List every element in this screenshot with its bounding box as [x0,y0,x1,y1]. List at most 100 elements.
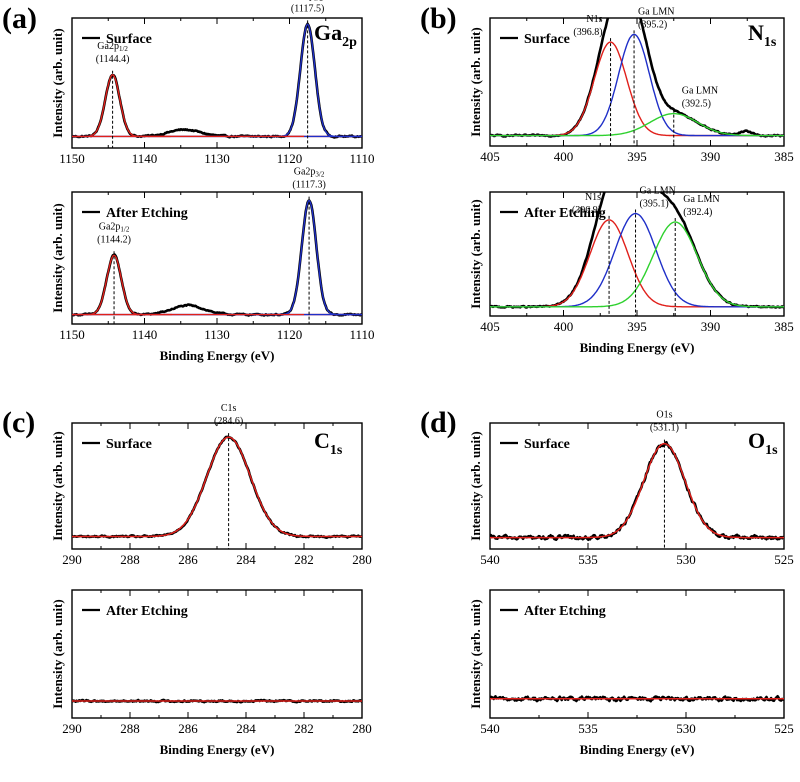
series-fit-blue [490,212,784,308]
panel-label: (d) [420,406,457,439]
peak-value: (395.2) [638,19,667,30]
x-tick-label: 535 [578,721,598,736]
x-axis-title: Binding Energy (eV) [160,348,275,363]
panel-d: (d) O1s [420,406,778,458]
peak-value: (392.5) [682,99,711,110]
series-fit-blue [490,33,784,137]
x-tick-label: 284 [236,552,256,567]
peak-value: (395.1) [640,199,669,210]
y-axis-title: Intensity (arb. unit) [50,203,65,312]
x-tick-label: 280 [352,721,372,736]
x-tick-label: 385 [774,319,794,334]
legend-label: Surface [524,437,570,452]
peak-value: (1144.2) [97,234,131,245]
y-axis-title: Intensity (arb. unit) [50,28,65,137]
subplot-d-surface: 540 535 530 525 Intensity (arb. unit) Surface… [468,410,794,567]
peak-label: N1s [585,192,601,203]
x-axis-title: Binding Energy (eV) [580,742,695,757]
peak-label: Ga2p1/2 [99,221,130,233]
plot-area [72,199,362,317]
x-tick-label: 1120 [277,151,303,166]
x-tick-label: 286 [178,721,198,736]
x-tick-label: 395 [627,149,647,164]
x-tick-label: 390 [701,319,721,334]
peak-label: Ga LMN [640,186,676,197]
subplot-b-surface: 405 400 395 390 385 Intensity (arb. unit) Surf… [468,6,794,164]
legend-label: After Etching [524,604,606,619]
series-fit-green [490,221,784,308]
plot-area [490,192,784,309]
x-tick-label: 1120 [277,327,303,342]
plot-area [490,440,784,541]
peak-value: (284.6) [214,416,243,427]
legend-label: Surface [524,32,570,47]
y-axis-title: Intensity (arb. unit) [468,599,483,708]
legend-label: After Etching [524,206,606,221]
peak-value: (1117.3) [292,180,325,191]
peak-label: Ga2p3/2 [292,0,323,2]
x-tick-label: 525 [774,552,794,567]
peak-label: C1s [221,403,237,414]
peak-label: Ga LMN [638,6,674,17]
subplot-b-after-etching: 405 400 395 390 385 Intensity (arb. unit) Bind… [468,186,794,355]
x-tick-label: 1130 [204,151,230,166]
panel-label: (a) [2,2,37,35]
legend-label: Surface [106,437,152,452]
x-tick-label: 1110 [349,151,374,166]
y-axis-title: Intensity (arb. unit) [468,27,483,136]
element-label: C1s [314,428,343,458]
y-axis-title: Intensity (arb. unit) [50,431,65,540]
x-tick-label: 400 [554,149,574,164]
x-tick-label: 400 [554,319,574,334]
plot-area [72,698,362,704]
x-tick-label: 405 [480,149,500,164]
x-tick-label: 1140 [132,327,158,342]
x-tick-label: 540 [480,552,500,567]
x-tick-label: 390 [701,149,721,164]
x-tick-label: 1140 [132,151,158,166]
x-tick-label: 290 [62,552,82,567]
subplot-d-after-etching: 540 535 530 525 Intensity (arb. unit) Binding… [468,589,794,757]
y-axis-title: Intensity (arb. unit) [50,599,65,708]
x-tick-label: 280 [352,552,372,567]
y-axis-title: Intensity (arb. unit) [468,199,483,308]
plot-area [490,695,784,703]
peak-value: (392.4) [683,207,712,218]
peak-label: N1s [586,14,602,25]
plot-area [72,22,362,139]
series-fit [72,436,362,538]
plot-area [72,435,362,539]
x-tick-label: 290 [62,721,82,736]
x-tick-label: 1110 [349,327,374,342]
x-tick-label: 284 [236,721,256,736]
subplot-a-surface: 1150 1140 1130 1120 1110 Intensity (arb. unit… [50,0,375,166]
element-label: N1s [748,20,777,50]
legend-label: After Etching [106,206,188,221]
element-label: Ga2p [314,20,357,50]
peak-value: (1117.5) [291,3,324,14]
subplot-a-after-etching: 1150 1140 1130 1120 1110 Intensity (arb. unit… [50,167,375,363]
x-tick-label: 288 [120,721,140,736]
panel-label: (b) [420,2,457,35]
x-tick-label: 1130 [204,327,230,342]
series-measured [490,192,784,309]
y-axis-title: Intensity (arb. unit) [468,431,483,540]
x-tick-label: 535 [578,552,598,567]
series-fit-green [490,112,784,137]
peak-value: (396.8) [573,27,602,38]
series-fit [490,442,784,539]
legend-label: Surface [106,32,152,47]
x-tick-label: 282 [294,721,314,736]
subplot-c-surface: 290 288 286 284 282 280 Intensity (arb. unit) S… [50,403,372,567]
peak-label: Ga LMN [682,86,718,97]
x-tick-label: 288 [120,552,140,567]
series-fit-red [490,219,784,308]
peak-value: (396.9) [572,205,601,216]
x-tick-label: 540 [480,721,500,736]
subplot-c-after-etching: 290 288 286 284 282 280 Intensity (arb. unit) B… [50,589,372,757]
x-tick-label: 530 [676,721,696,736]
x-tick-label: 1150 [59,327,85,342]
x-axis-title: Binding Energy (eV) [160,742,275,757]
peak-label: Ga LMN [683,194,719,205]
